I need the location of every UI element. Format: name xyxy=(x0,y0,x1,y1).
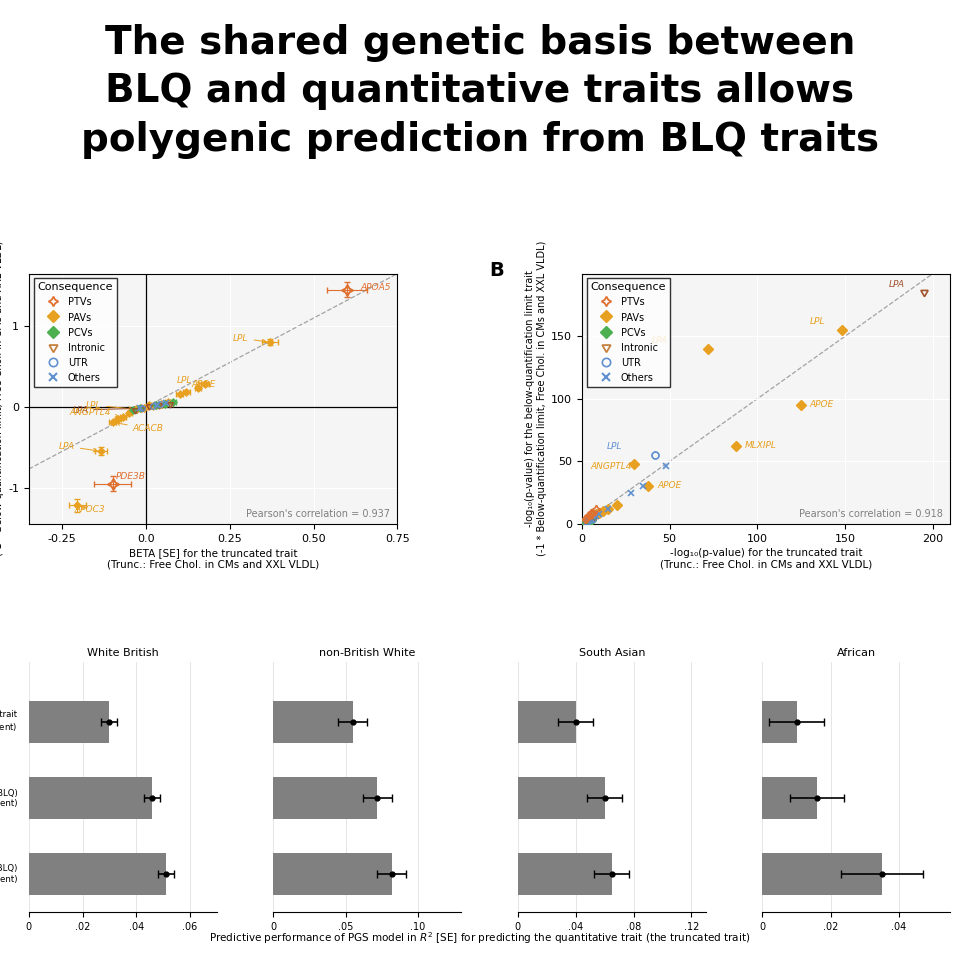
Text: ACACB: ACACB xyxy=(116,421,163,433)
Bar xyxy=(274,702,353,743)
Text: LPL: LPL xyxy=(607,443,622,451)
Text: LPA: LPA xyxy=(59,442,97,452)
Bar xyxy=(29,778,153,819)
X-axis label: -log₁₀(p-value) for the truncated trait
(Trunc.: Free Chol. in CMs and XXL VLDL): -log₁₀(p-value) for the truncated trait … xyxy=(660,548,873,569)
Text: LPL: LPL xyxy=(810,317,826,326)
Y-axis label: -log₁₀(p-value) for the below-quantification limit trait
(-1 * Below-quantificat: -log₁₀(p-value) for the below-quantifica… xyxy=(525,241,547,557)
Bar xyxy=(517,853,612,895)
Bar xyxy=(517,702,576,743)
Bar xyxy=(274,778,377,819)
Text: APOE: APOE xyxy=(810,399,834,409)
Text: LPA: LPA xyxy=(652,336,668,345)
Text: MLXIPL: MLXIPL xyxy=(745,441,777,450)
Text: APOC3: APOC3 xyxy=(74,505,105,514)
Title: South Asian: South Asian xyxy=(579,648,645,659)
Legend: PTVs, PAVs, PCVs, Intronic, UTR, Others: PTVs, PAVs, PCVs, Intronic, UTR, Others xyxy=(587,278,670,387)
Text: LPA: LPA xyxy=(889,279,905,289)
Y-axis label: -log(OR) [SE] for the below-quantification limit trait
(-1 * Below-quantificatio: -log(OR) [SE] for the below-quantificati… xyxy=(0,241,4,557)
Bar xyxy=(762,702,797,743)
Title: African: African xyxy=(837,648,876,659)
Text: LPL: LPL xyxy=(177,375,201,385)
Text: LPL: LPL xyxy=(233,334,266,343)
X-axis label: BETA [SE] for the truncated trait
(Trunc.: Free Chol. in CMs and XXL VLDL): BETA [SE] for the truncated trait (Trunc… xyxy=(107,548,320,569)
Bar xyxy=(29,702,109,743)
Text: ANGPTL4: ANGPTL4 xyxy=(590,463,632,471)
Text: PGS trained for truncated trait (excl. BLQ)
(n=136,917 in PGS development): PGS trained for truncated trait (excl. B… xyxy=(0,788,17,808)
Title: non-British White: non-British White xyxy=(319,648,416,659)
Text: LPL: LPL xyxy=(85,400,132,410)
Text: APOE: APOE xyxy=(191,380,216,389)
Legend: PTVs, PAVs, PCVs, Intronic, UTR, Others: PTVs, PAVs, PCVs, Intronic, UTR, Others xyxy=(34,278,117,387)
Text: LPA: LPA xyxy=(72,405,138,415)
Text: PDE3B: PDE3B xyxy=(116,472,146,481)
Text: PGS trained for original trait (incl. BLQ)
(n=181,971 in PGS development): PGS trained for original trait (incl. BL… xyxy=(0,864,17,884)
Text: Pearson's correlation = 0.937: Pearson's correlation = 0.937 xyxy=(246,509,390,519)
Text: PGS trained for binarized BLQ trait
($n_{cases}$=45,054 for PGS development): PGS trained for binarized BLQ trait ($n_… xyxy=(0,710,17,734)
Text: APOA5: APOA5 xyxy=(361,283,391,292)
Title: White British: White British xyxy=(87,648,158,659)
Text: ANGPTL4: ANGPTL4 xyxy=(69,408,119,418)
Bar xyxy=(762,778,817,819)
Text: Pearson's correlation = 0.918: Pearson's correlation = 0.918 xyxy=(799,509,943,519)
Text: APOE: APOE xyxy=(658,481,682,491)
Text: B: B xyxy=(490,261,504,280)
Bar xyxy=(274,853,392,895)
Bar xyxy=(517,778,605,819)
Bar xyxy=(29,853,166,895)
Text: The shared genetic basis between
BLQ and quantitative traits allows
polygenic pr: The shared genetic basis between BLQ and… xyxy=(81,24,879,159)
Bar xyxy=(762,853,882,895)
Text: Predictive performance of PGS model in $R^2$ [SE] for predicting the quantitativ: Predictive performance of PGS model in $… xyxy=(209,930,751,946)
